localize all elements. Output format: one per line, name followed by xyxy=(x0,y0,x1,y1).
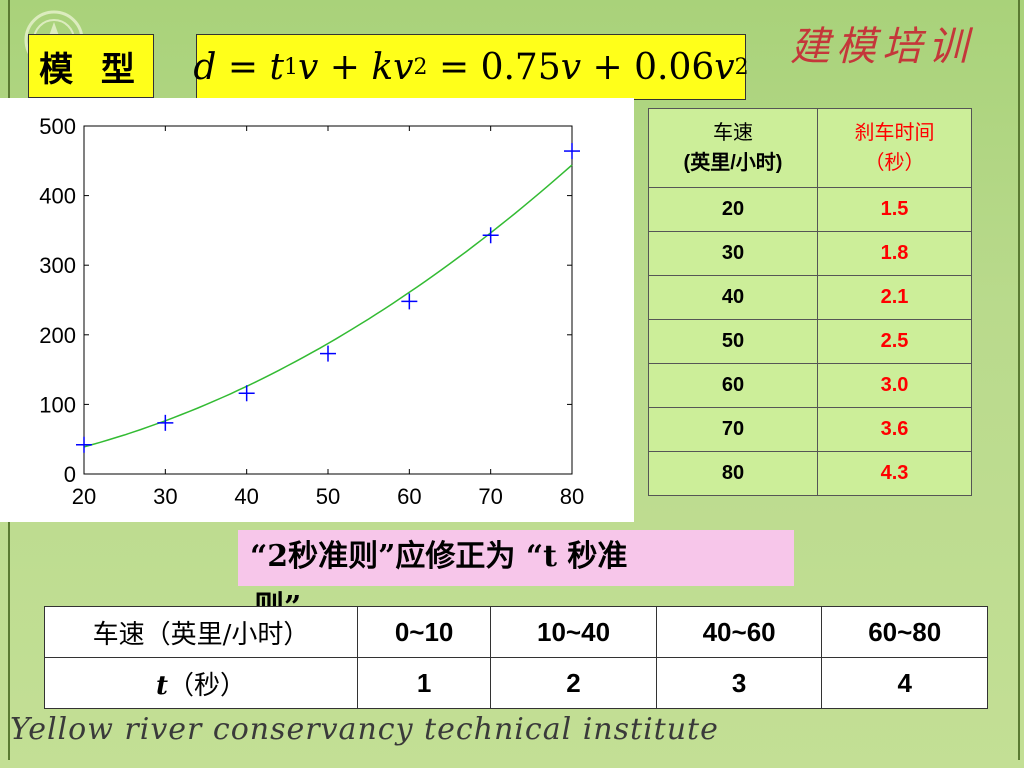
table-row: 30 1.8 xyxy=(648,231,972,276)
speed-cell: 40 xyxy=(648,275,818,320)
header-time: 刹车时间 （秒） xyxy=(817,108,972,188)
formula-d: d xyxy=(193,46,217,88)
rule-speed-value: 40~60 xyxy=(655,606,823,658)
y-tick-label: 300 xyxy=(39,253,76,278)
speed-cell: 30 xyxy=(648,231,818,276)
y-tick-label: 200 xyxy=(39,323,76,348)
y-tick-label: 500 xyxy=(39,114,76,139)
table-row: 80 4.3 xyxy=(648,451,972,496)
formula-eq: = xyxy=(216,46,270,88)
table-row: 40 2.1 xyxy=(648,275,972,320)
y-tick-label: 0 xyxy=(64,462,76,487)
plot-area xyxy=(83,125,573,475)
rule-row-speed: 车速（英里/小时） 0~10 10~40 40~60 60~80 xyxy=(44,606,988,658)
time-cell: 3.0 xyxy=(817,363,972,408)
formula-v2: v xyxy=(560,46,582,88)
speed-cell: 80 xyxy=(648,451,818,496)
rule-note: “2秒准则”应修正为 “t 秒准 xyxy=(238,530,794,586)
time-cell: 1.8 xyxy=(817,231,972,276)
rule-time-label: t（秒） xyxy=(44,657,358,709)
rule-time-value: 2 xyxy=(490,657,657,709)
rule-time-label-t: t xyxy=(155,670,168,701)
formula-sub1: 1 xyxy=(283,54,298,80)
table-row: 20 1.5 xyxy=(648,187,972,232)
footer-institute: Yellow river conservancy technical insti… xyxy=(10,712,719,747)
banner-title: 建模培训 xyxy=(790,24,974,70)
x-tick-label: 30 xyxy=(153,484,177,509)
header-speed-line1: 车速 xyxy=(713,122,753,144)
data-point xyxy=(320,345,336,362)
x-tick-label: 50 xyxy=(316,484,340,509)
rule-speed-value: 0~10 xyxy=(356,606,492,658)
header-time-line1: 刹车时间 xyxy=(854,122,935,144)
formula-kv: kv xyxy=(371,46,414,88)
t-second-rule-table: 车速（英里/小时） 0~10 10~40 40~60 60~80 t（秒） 1 … xyxy=(44,606,988,709)
rule-speed-label: 车速（英里/小时） xyxy=(44,606,358,658)
speed-cell: 50 xyxy=(648,319,818,364)
time-cell: 4.3 xyxy=(817,451,972,496)
x-tick-label: 20 xyxy=(72,484,96,509)
x-tick-label: 60 xyxy=(397,484,421,509)
formula-plus: + xyxy=(318,46,372,88)
data-point xyxy=(482,227,499,244)
formula-sq: 2 xyxy=(413,54,428,80)
rule-row-time: t（秒） 1 2 3 4 xyxy=(44,657,988,709)
x-tick-label: 70 xyxy=(478,484,502,509)
formula-sq2: 2 xyxy=(734,54,749,80)
rule-speed-value: 60~80 xyxy=(821,606,988,658)
data-point xyxy=(564,143,580,160)
time-cell: 3.6 xyxy=(817,407,972,452)
data-point xyxy=(157,414,174,431)
model-label: 模 型 xyxy=(28,34,154,98)
speed-cell: 20 xyxy=(648,187,818,232)
formula-t: t xyxy=(269,46,284,88)
header-speed: 车速 (英里/小时) xyxy=(648,108,818,188)
time-cell: 2.5 xyxy=(817,319,972,364)
rule-time-value: 3 xyxy=(655,657,823,709)
formula: d = t 1 v + kv 2 = 0.75 v + 0.06 v 2 xyxy=(193,34,749,100)
data-point xyxy=(76,436,92,453)
y-tick-label: 400 xyxy=(39,184,76,209)
formula-v: v xyxy=(297,46,319,88)
header-speed-line2: (英里/小时) xyxy=(683,152,783,174)
data-point xyxy=(238,385,255,402)
speed-time-table: 车速 (英里/小时) 刹车时间 （秒） 20 1.5 30 1.8 40 2.1 50… xyxy=(648,108,972,496)
rule-time-value: 1 xyxy=(356,657,492,709)
rule-time-label-unit: （秒） xyxy=(168,670,247,701)
rule-time-value: 4 xyxy=(821,657,988,709)
formula-plus2: + 0.06 xyxy=(581,46,715,88)
speed-cell: 60 xyxy=(648,363,818,408)
table-row: 70 3.6 xyxy=(648,407,972,452)
speed-cell: 70 xyxy=(648,407,818,452)
table-row: 60 3.0 xyxy=(648,363,972,408)
time-cell: 1.5 xyxy=(817,187,972,232)
x-tick-label: 80 xyxy=(560,484,584,509)
x-tick-label: 40 xyxy=(234,484,258,509)
speed-table-header: 车速 (英里/小时) 刹车时间 （秒） xyxy=(648,108,972,188)
chart-panel: 20 30 40 50 60 70 80 0 100 200 300 400 500 xyxy=(0,98,634,522)
formula-eq2: = 0.75 xyxy=(427,46,561,88)
data-point xyxy=(401,293,418,310)
y-tick-label: 100 xyxy=(39,392,76,417)
table-row: 50 2.5 xyxy=(648,319,972,364)
header-time-line2: （秒） xyxy=(864,152,925,174)
formula-v3: v xyxy=(714,46,735,88)
braking-distance-chart: 20 30 40 50 60 70 80 0 100 200 300 400 500 xyxy=(39,114,584,509)
rule-speed-value: 10~40 xyxy=(490,606,657,658)
time-cell: 2.1 xyxy=(817,275,972,320)
